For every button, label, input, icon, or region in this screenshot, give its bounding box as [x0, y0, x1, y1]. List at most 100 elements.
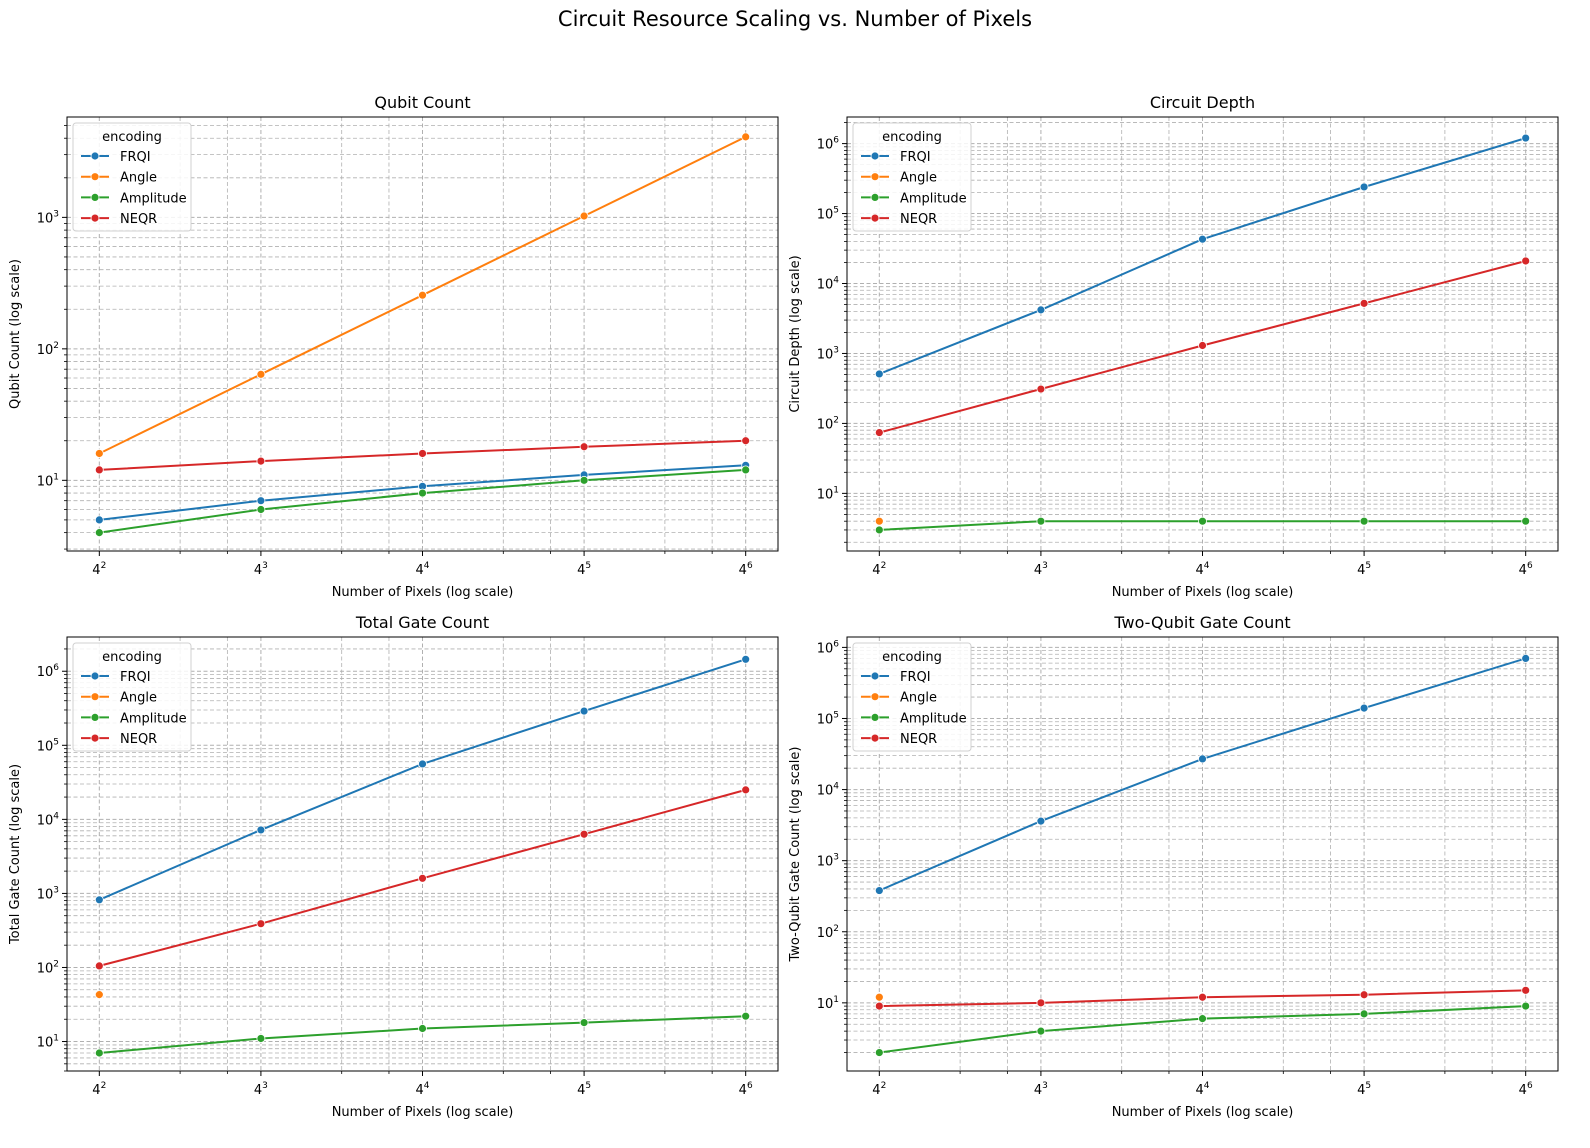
y-tick-label-exponent: 6 [833, 136, 839, 146]
y-tick-label: 105 [817, 710, 839, 727]
y-tick-label: 101 [37, 1034, 59, 1051]
x-tick-label-base: 4 [1195, 1083, 1203, 1098]
y-tick-label-exponent: 3 [53, 209, 59, 219]
y-tick-label: 103 [37, 885, 59, 902]
x-tick-label: 46 [739, 561, 753, 578]
x-tick-label: 45 [1357, 1081, 1371, 1098]
legend-marker-frqi [90, 671, 100, 681]
data-point-neqr [874, 1001, 884, 1011]
legend-label-frqi: FRQI [120, 670, 151, 685]
x-tick-label-exponent: 2 [881, 561, 887, 571]
data-point-amplitude [418, 1024, 427, 1033]
legend-label-angle: Angle [120, 691, 157, 706]
x-tick-label-base: 4 [1519, 1083, 1527, 1098]
y-tick-label: 103 [817, 345, 839, 362]
data-point-frqi [94, 515, 104, 525]
data-point-neqr [94, 465, 104, 475]
data-point-frqi [874, 369, 884, 379]
y-tick-label-base: 10 [37, 211, 54, 226]
y-tick-label-base: 10 [817, 138, 834, 153]
data-point-frqi [418, 759, 427, 769]
y-tick-label-base: 10 [37, 887, 54, 902]
legend: encoding FRQI Angle Amplitude NEQR [72, 122, 192, 232]
data-point-angle [256, 369, 266, 379]
x-tick-label-exponent: 6 [747, 1081, 753, 1091]
y-tick-label: 104 [817, 782, 840, 799]
x-tick-label: 43 [1034, 561, 1048, 578]
data-point-neqr [874, 428, 884, 437]
y-tick-label-base: 10 [817, 855, 834, 870]
figure-title: Circuit Resource Scaling vs. Number of P… [558, 7, 1032, 31]
data-point-amplitude [94, 528, 104, 538]
data-point-neqr [1521, 985, 1531, 995]
data-point-angle [874, 992, 884, 1002]
legend-label-angle: Angle [900, 171, 937, 186]
data-point-frqi [1198, 234, 1207, 244]
data-point-angle [741, 132, 751, 142]
x-tick-label-exponent: 4 [424, 561, 430, 571]
data-point-frqi [741, 654, 751, 664]
legend-marker-frqi [90, 151, 100, 161]
data-point-neqr [741, 785, 751, 795]
y-tick-label: 105 [817, 206, 839, 223]
data-point-neqr [741, 436, 751, 446]
x-tick-label: 43 [254, 561, 268, 578]
y-tick-label-base: 10 [817, 784, 834, 799]
legend-box [72, 642, 192, 752]
x-tick-label-base: 4 [254, 1083, 262, 1098]
x-tick-label-exponent: 6 [747, 561, 753, 571]
data-point-angle [579, 211, 589, 221]
y-tick-label-exponent: 3 [833, 853, 839, 863]
x-tick-label-base: 4 [1034, 563, 1042, 578]
legend-marker-angle [870, 692, 880, 702]
x-tick-label-base: 4 [92, 1083, 100, 1098]
y-tick-label-exponent: 1 [833, 485, 839, 495]
legend-label-neqr: NEQR [120, 212, 157, 227]
x-tick-label: 42 [92, 561, 106, 578]
series-layer [874, 133, 1531, 535]
y-tick-label-base: 10 [817, 347, 834, 362]
data-point-frqi [874, 886, 884, 895]
y-tick-label-base: 10 [37, 813, 54, 828]
y-tick-label-exponent: 4 [833, 782, 839, 792]
legend-label-frqi: FRQI [900, 150, 931, 165]
data-point-frqi [1198, 754, 1207, 764]
data-point-frqi [94, 895, 104, 905]
legend-title: encoding [102, 650, 162, 665]
data-point-neqr [256, 456, 266, 466]
y-tick-label-base: 10 [37, 343, 54, 358]
data-point-neqr [1359, 990, 1369, 1000]
x-tick-label-exponent: 4 [424, 1081, 430, 1091]
x-tick-label-base: 4 [415, 1083, 423, 1098]
y-tick-label-base: 10 [817, 997, 834, 1012]
y-tick-label-exponent: 6 [833, 639, 839, 649]
x-tick-label-base: 4 [92, 563, 100, 578]
y-tick-label: 105 [37, 737, 59, 754]
data-point-amplitude [1036, 516, 1046, 526]
y-tick-label: 103 [817, 853, 839, 870]
legend-label-amplitude: Amplitude [120, 191, 187, 206]
legend-title: encoding [882, 650, 942, 665]
legend-marker-neqr [870, 733, 880, 743]
data-point-neqr [1198, 341, 1207, 350]
legend-marker-amplitude [870, 192, 880, 202]
y-axis-label: Qubit Count (log scale) [8, 259, 23, 409]
x-tick-label-exponent: 5 [585, 561, 591, 571]
legend-box [72, 122, 192, 232]
y-tick-label: 102 [37, 959, 59, 976]
x-tick-label-base: 4 [1357, 563, 1365, 578]
y-tick-label-base: 10 [817, 712, 834, 727]
x-tick-label: 46 [1519, 561, 1533, 578]
y-tick-label-exponent: 2 [53, 959, 59, 969]
y-tick-label-exponent: 3 [53, 885, 59, 895]
y-tick-label: 102 [817, 415, 839, 432]
legend-box [852, 642, 972, 752]
data-point-neqr [1521, 256, 1531, 266]
data-point-amplitude [94, 1048, 104, 1058]
x-tick-label-base: 4 [1357, 1083, 1365, 1098]
x-tick-label-base: 4 [577, 563, 585, 578]
data-point-frqi [1521, 133, 1531, 143]
y-tick-label-base: 10 [817, 417, 834, 432]
x-tick-label: 45 [1357, 561, 1371, 578]
